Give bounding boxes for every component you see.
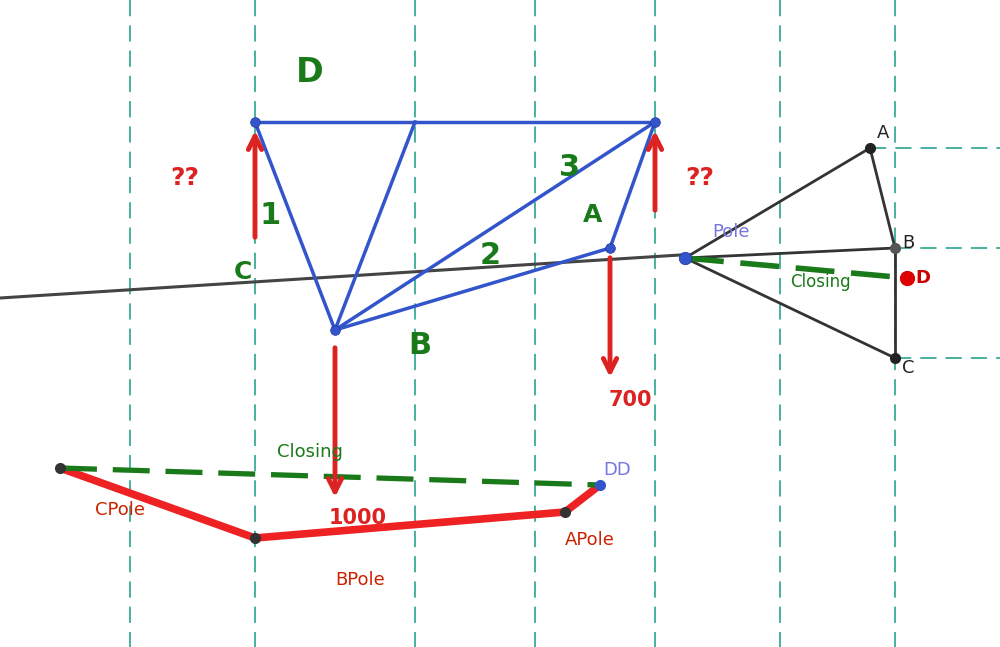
Text: 700: 700 <box>608 390 652 410</box>
Text: CPole: CPole <box>95 501 145 519</box>
Text: A: A <box>877 124 889 142</box>
Text: 1: 1 <box>259 201 281 230</box>
Text: 3: 3 <box>559 153 581 182</box>
Text: B: B <box>902 234 914 252</box>
Text: DD: DD <box>603 461 631 479</box>
Text: APole: APole <box>565 531 615 549</box>
Text: D: D <box>296 56 324 89</box>
Text: D: D <box>915 269 930 287</box>
Text: A: A <box>583 203 603 227</box>
Text: C: C <box>902 359 914 377</box>
Text: B: B <box>408 331 432 360</box>
Text: BPole: BPole <box>335 571 385 589</box>
Text: ??: ?? <box>170 166 200 190</box>
Text: 1000: 1000 <box>329 508 387 528</box>
Text: ??: ?? <box>686 166 714 190</box>
Text: Closing: Closing <box>277 443 343 461</box>
Text: Pole: Pole <box>712 223 750 241</box>
Text: C: C <box>234 260 252 284</box>
Text: Closing: Closing <box>790 273 851 291</box>
Text: 2: 2 <box>479 241 501 270</box>
